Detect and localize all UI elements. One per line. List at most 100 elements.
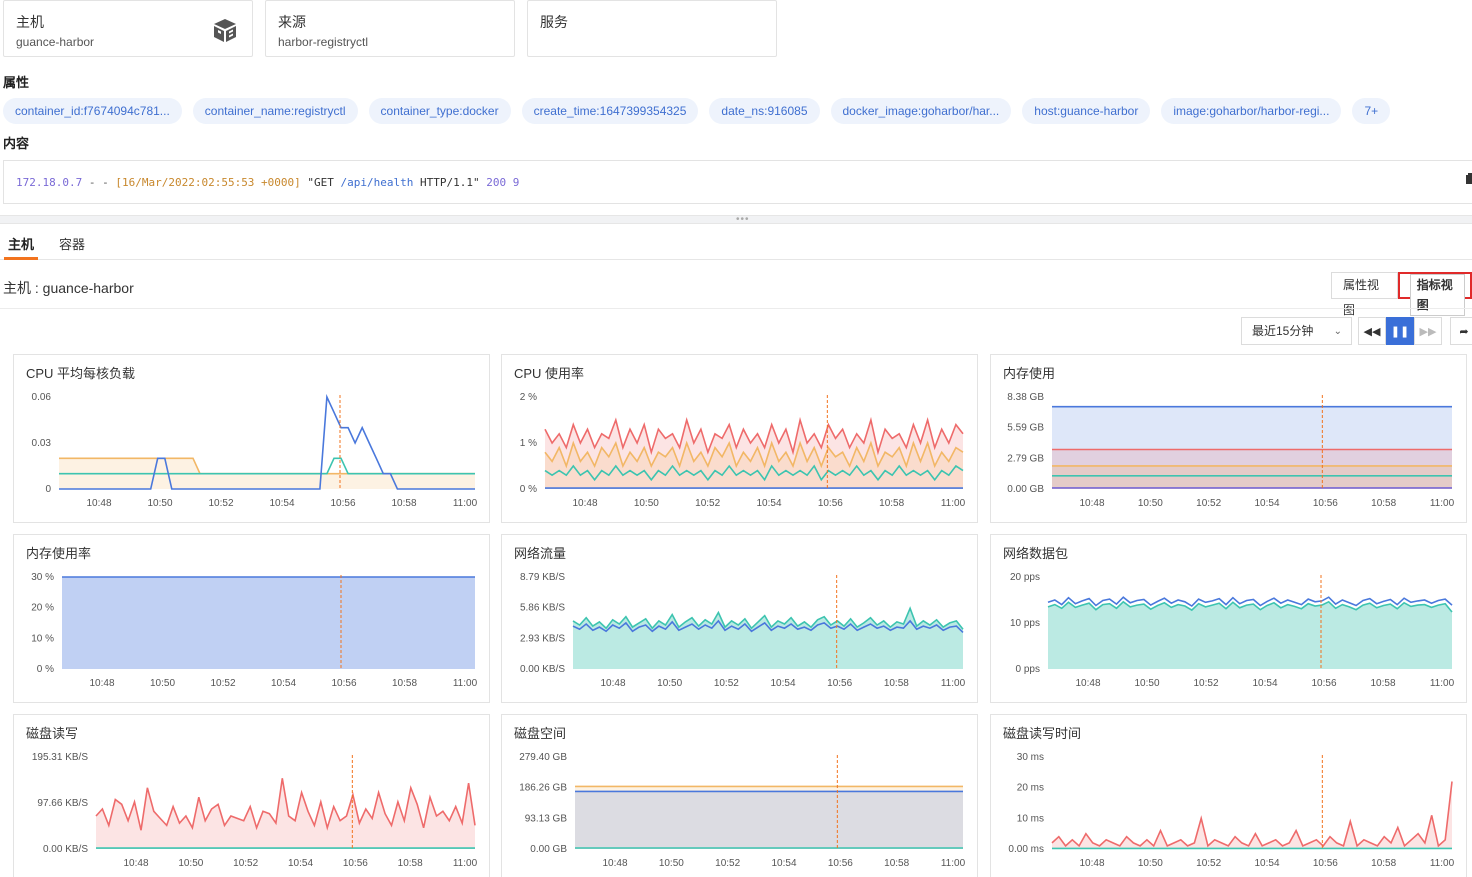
x-tick-label: 10:58 xyxy=(884,858,909,869)
x-tick-label: 10:48 xyxy=(89,678,114,689)
tab-bar: 主机 容器 xyxy=(0,232,1472,260)
metric-view-label: 指标视图 xyxy=(1409,274,1465,316)
x-tick-label: 10:50 xyxy=(1138,498,1163,509)
x-tick-label: 10:48 xyxy=(123,858,148,869)
series-line xyxy=(544,464,964,482)
x-tick-label: 10:58 xyxy=(1370,678,1395,689)
x-tick-label: 10:54 xyxy=(271,678,296,689)
chart-panel-mem-usage[interactable]: 内存使用 8.38 GB 5.59 GB 2.79 GB 0.00 GB 10:48 10:… xyxy=(990,354,1467,523)
log-method: "GET xyxy=(300,176,341,189)
log-content: 172.18.0.7 - - [16/Mar/2022:02:55:53 +00… xyxy=(3,160,1472,204)
pause-button[interactable]: ❚❚ xyxy=(1386,317,1414,345)
series-area xyxy=(1052,781,1452,849)
metric-view-button[interactable]: 指标视图 xyxy=(1397,272,1472,316)
chart-svg: 20 pps 10 pps 0 pps 10:48 10:50 10:52 10:54 10:… xyxy=(1010,572,1455,689)
series-line xyxy=(544,440,964,469)
x-tick-label: 10:54 xyxy=(770,678,795,689)
y-tick-label: 2.93 KB/S xyxy=(520,633,565,644)
chart-title: 磁盘读写 xyxy=(26,726,79,741)
x-tick-label: 11:00 xyxy=(1430,858,1455,869)
share-button[interactable]: ➦ xyxy=(1450,317,1472,345)
x-tick-label: 10:52 xyxy=(1193,678,1218,689)
attribute-tag[interactable]: docker_image:goharbor/har... xyxy=(830,98,1012,124)
chart-panel-disk-time[interactable]: 磁盘读写时间 30 ms 20 ms 10 ms 0.00 ms 10:48 10:50 10… xyxy=(990,714,1467,877)
y-tick-label: 10 % xyxy=(31,633,54,644)
chart-title: 内存使用率 xyxy=(26,546,92,561)
x-tick-label: 10:52 xyxy=(210,678,235,689)
x-tick-label: 10:56 xyxy=(343,858,368,869)
x-tick-label: 10:54 xyxy=(1254,858,1279,869)
chart-title: 磁盘读写时间 xyxy=(1003,726,1082,741)
log-dashes: - - xyxy=(82,176,116,189)
x-tick-label: 10:54 xyxy=(269,498,294,509)
chart-panel-disk-space[interactable]: 磁盘空间 279.40 GB 186.26 GB 93.13 GB 0.00 GB 10:… xyxy=(501,714,978,877)
card-title-service: 服务 xyxy=(540,14,568,30)
attribute-tag[interactable]: date_ns:916085 xyxy=(709,98,820,124)
y-tick-label: 0 pps xyxy=(1016,664,1040,675)
series-area xyxy=(575,791,963,849)
card-value-host: guance-harbor xyxy=(16,35,95,49)
x-tick-label: 10:58 xyxy=(1371,498,1396,509)
forward-button[interactable]: ▶▶ xyxy=(1414,317,1442,345)
attribute-tag[interactable]: container_name:registryctl xyxy=(192,98,358,124)
panel-splitter[interactable]: ••• xyxy=(0,214,1472,225)
x-tick-label: 10:50 xyxy=(657,678,682,689)
log-ip: 172.18.0.7 xyxy=(16,176,83,189)
attribute-tag[interactable]: create_time:1647399354325 xyxy=(521,98,699,124)
chart-panel-cpu-usage[interactable]: CPU 使用率 2 % 1 % 0 % 10:48 10:50 10:52 10:54 10:5… xyxy=(501,354,978,523)
series-area xyxy=(59,458,475,489)
card-value-source: harbor-registryctl xyxy=(278,35,369,49)
share-icon: ➦ xyxy=(1459,325,1469,338)
tab-host[interactable]: 主机 xyxy=(8,237,35,252)
x-tick-label: 10:48 xyxy=(86,498,111,509)
drag-handle-icon[interactable]: ••• xyxy=(736,214,750,225)
attribute-tag[interactable]: container_type:docker xyxy=(368,98,511,124)
active-tab-indicator xyxy=(4,257,38,260)
attribute-view-button[interactable]: 属性视图 xyxy=(1331,272,1398,317)
series-area xyxy=(1052,465,1452,489)
x-tick-label: 11:00 xyxy=(453,858,478,869)
x-tick-label: 10:50 xyxy=(147,498,172,509)
attribute-tag[interactable]: host:guance-harbor xyxy=(1022,98,1151,124)
y-tick-label: 1 % xyxy=(520,438,537,449)
x-tick-label: 10:58 xyxy=(391,498,416,509)
y-tick-label: 0.00 GB xyxy=(530,844,567,855)
x-tick-label: 10:58 xyxy=(398,858,423,869)
attribute-tag[interactable]: container_id:f7674094c781... xyxy=(3,98,182,124)
series-area xyxy=(1048,601,1452,669)
y-tick-label: 5.86 KB/S xyxy=(520,603,565,614)
copy-icon[interactable] xyxy=(1465,173,1472,188)
x-tick-label: 10:58 xyxy=(1371,858,1396,869)
series-line xyxy=(59,393,475,490)
x-tick-label: 11:00 xyxy=(941,678,966,689)
x-tick-label: 11:00 xyxy=(1430,678,1455,689)
x-tick-label: 10:56 xyxy=(330,498,355,509)
log-protocol: HTTP/1.1" xyxy=(413,176,480,189)
time-range-select[interactable]: 最近15分钟 ⌄ xyxy=(1241,317,1352,345)
attribute-tag[interactable]: image:goharbor/harbor-regi... xyxy=(1161,98,1342,124)
more-tags-button[interactable]: 7+ xyxy=(1352,98,1391,124)
chart-panel-net-packets[interactable]: 网络数据包 20 pps 10 pps 0 pps 10:48 10:50 10:52 10:… xyxy=(990,534,1467,703)
chart-panel-net-flow[interactable]: 网络流量 8.79 KB/S 5.86 KB/S 2.93 KB/S 0.00 KB/S… xyxy=(501,534,978,703)
log-time: [16/Mar/2022:02:55:53 +0000] xyxy=(115,176,301,189)
y-tick-label: 0.06 xyxy=(32,392,52,403)
host-title: 主机 : guance-harbor xyxy=(3,280,134,296)
attributes-title: 属性 xyxy=(3,75,30,90)
x-tick-label: 11:00 xyxy=(453,498,478,509)
x-tick-label: 10:56 xyxy=(1311,678,1336,689)
chart-panel-cpu-load[interactable]: CPU 平均每核负载 0.06 0.03 0 10:48 10:50 10:52 10:54 1… xyxy=(13,354,490,523)
chart-panel-disk-io[interactable]: 磁盘读写 195.31 KB/S 97.66 KB/S 0.00 KB/S 10:48 1… xyxy=(13,714,490,877)
x-tick-label: 10:54 xyxy=(756,498,781,509)
rewind-button[interactable]: ◀◀ xyxy=(1358,317,1386,345)
tab-container[interactable]: 容器 xyxy=(59,237,86,252)
x-tick-label: 11:00 xyxy=(1430,498,1455,509)
series-line xyxy=(572,619,964,633)
chart-panel-mem-rate[interactable]: 内存使用率 30 % 20 % 10 % 0 % 10:48 10:50 10:52 10:54… xyxy=(13,534,490,703)
x-tick-label: 10:56 xyxy=(828,858,853,869)
forward-icon: ▶▶ xyxy=(1419,325,1437,338)
x-tick-label: 10:54 xyxy=(1252,678,1277,689)
time-range-value: 最近15分钟 xyxy=(1252,324,1314,338)
x-tick-label: 10:48 xyxy=(1079,498,1104,509)
series-area xyxy=(573,608,963,669)
divider xyxy=(0,308,1472,309)
